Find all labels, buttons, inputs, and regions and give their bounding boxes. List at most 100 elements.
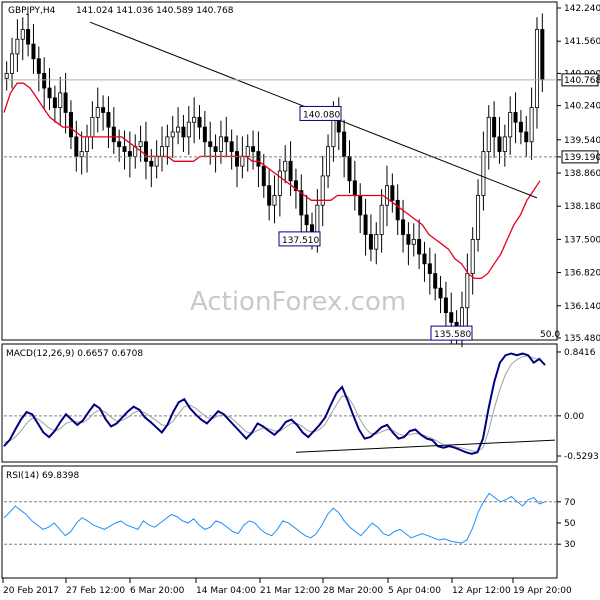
candle-body [363, 214, 368, 235]
price-y-tick-label: 136.140 [564, 302, 600, 312]
candle-body [438, 287, 443, 299]
level-label: 50.0 [540, 330, 560, 340]
price-annotation-label: 140.080 [303, 110, 340, 120]
candle-body [31, 43, 36, 60]
candle-body [47, 87, 52, 99]
candle-body [261, 165, 266, 187]
candle-body [315, 204, 320, 235]
rsi-y-tick-label: 50 [564, 519, 576, 529]
x-tick-label: 21 Mar 12:00 [260, 586, 320, 596]
rsi-y-tick-label: 30 [564, 540, 576, 550]
price-y-tick-label: 141.560 [564, 37, 600, 47]
candle-body [74, 136, 79, 157]
candle-body [502, 136, 507, 152]
candle-body [352, 180, 357, 196]
candle-body [218, 136, 223, 152]
price-annotation-box [278, 231, 321, 247]
candle-body [358, 195, 363, 216]
candle-body [534, 29, 539, 108]
candle-body [518, 121, 523, 133]
price-annotation-box [430, 325, 473, 341]
candle-body [79, 151, 84, 157]
price-y-tick-label: 138.860 [564, 169, 600, 179]
candle-body [486, 116, 491, 152]
candle-body [470, 238, 475, 274]
candle-body [42, 73, 47, 89]
candle-body [342, 131, 347, 157]
candle-body [347, 156, 352, 182]
price-y-tick-label: 139.190 [564, 153, 600, 163]
candle-body [143, 141, 148, 162]
candle-body [293, 180, 298, 191]
macd-trendline [295, 439, 556, 453]
candle-body [331, 116, 336, 148]
candle-body [508, 112, 513, 138]
candle-body [288, 160, 293, 182]
candle-body [384, 185, 389, 206]
candle-body [4, 73, 9, 79]
price-panel-frame [1, 1, 558, 341]
macd-panel-frame [1, 343, 558, 463]
x-tick-label: 14 Mar 04:00 [196, 586, 256, 596]
candle-body [417, 238, 422, 255]
price-marker-box [561, 150, 599, 164]
rsi-panel-frame [1, 465, 558, 579]
candle-body [299, 190, 304, 216]
candle-body [390, 185, 395, 201]
axis-layer: 142.240141.560140.900140.768140.240139.5… [2, 4, 600, 596]
candle-body [395, 199, 400, 221]
macd-y-tick-label: 0.8416 [564, 348, 596, 358]
candle-body [326, 146, 331, 177]
candle-body [36, 58, 41, 74]
candle-body [427, 263, 432, 274]
candle-body [267, 185, 272, 206]
rsi-layer [3, 492, 557, 545]
candle-body [186, 121, 191, 138]
price-annotation-label: 135.580 [434, 330, 471, 340]
price-layer: 140.080 137.510 135.580 [3, 13, 557, 348]
candle-body [251, 146, 256, 152]
candle-body [401, 219, 406, 235]
price-y-tick-label: 139.540 [564, 136, 600, 146]
candle-body [197, 116, 202, 128]
candle-body [149, 160, 154, 167]
candle-body [63, 92, 68, 113]
candle-body [443, 297, 448, 314]
candle-body [283, 160, 288, 172]
candle-body [240, 156, 245, 167]
price-annotation-label: 137.510 [282, 236, 319, 246]
candle-body [15, 38, 20, 55]
x-tick-label: 6 Mar 20:00 [130, 586, 185, 596]
candle-body [224, 136, 229, 143]
macd-y-tick-label: -0.5293 [564, 452, 599, 462]
candle-body [127, 151, 132, 157]
macd-line [3, 352, 546, 455]
candle-body [160, 146, 165, 157]
candle-body [58, 92, 63, 108]
price-y-tick-label: 137.500 [564, 235, 600, 245]
candle-body [165, 136, 170, 148]
candle-body [208, 141, 213, 148]
rsi-line [3, 492, 546, 544]
candle-body [492, 116, 497, 138]
candle-body [170, 131, 175, 138]
candle-body [374, 234, 379, 250]
candle-body [154, 156, 159, 167]
candle-body [68, 112, 73, 138]
candle-body [529, 107, 534, 143]
candle-body [433, 273, 438, 289]
candle-body [379, 204, 384, 235]
candle-body [122, 146, 127, 152]
candle-body [90, 116, 95, 138]
candle-body [229, 141, 234, 152]
price-y-tick-label: 135.480 [564, 334, 600, 344]
candle-body [10, 53, 15, 74]
candle-body [85, 136, 90, 152]
candle-body [26, 29, 31, 45]
candle-body [95, 107, 100, 118]
candle-body [449, 312, 454, 323]
candle-body [524, 131, 529, 143]
candle-body [111, 126, 116, 143]
